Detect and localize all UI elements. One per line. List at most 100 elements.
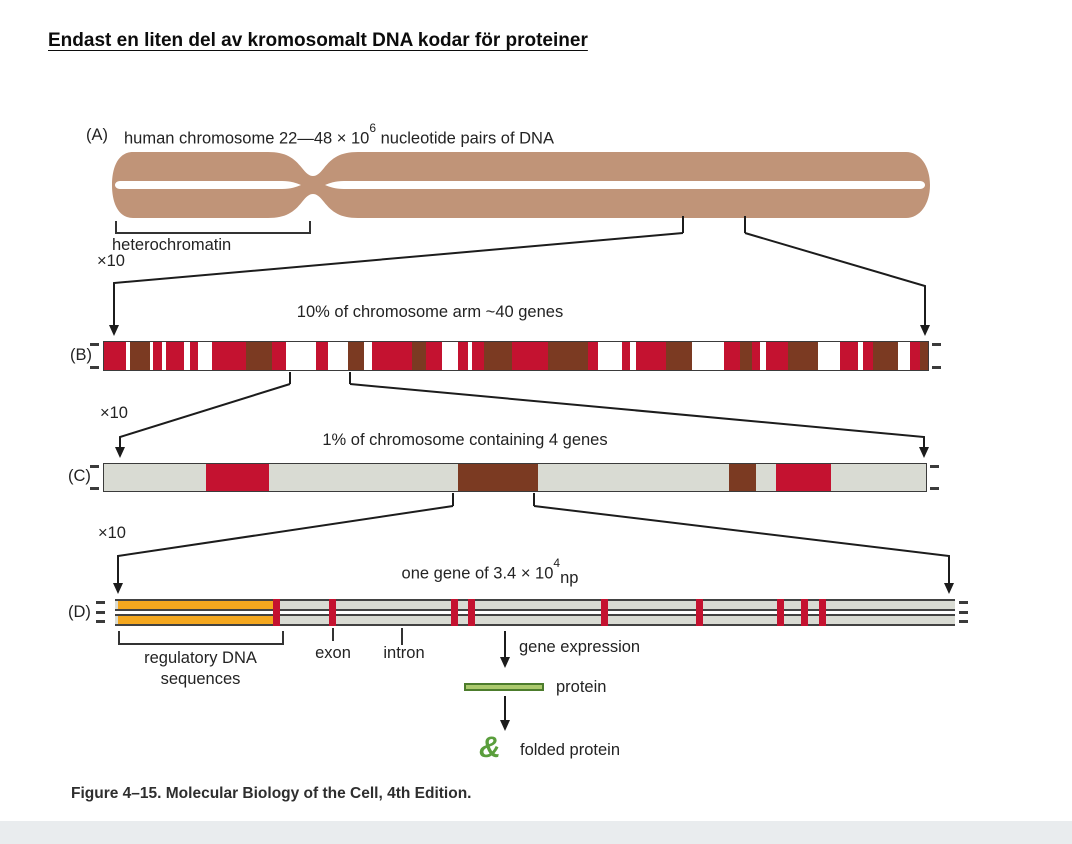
panel-a-title-text: human chromosome 22—48 × 10 bbox=[124, 129, 370, 148]
slide-title: Endast en liten del av kromosomalt DNA k… bbox=[48, 30, 588, 51]
bar-segment bbox=[246, 342, 272, 370]
panel-c-label: (C) bbox=[68, 467, 91, 485]
bar-segment bbox=[458, 464, 538, 491]
bar-segment bbox=[692, 342, 724, 370]
bar-segment bbox=[548, 342, 588, 370]
continuation-dash bbox=[959, 611, 968, 614]
bar-segment bbox=[484, 342, 512, 370]
bar-segment bbox=[458, 342, 468, 370]
bar-segment bbox=[920, 342, 928, 370]
bar-segment bbox=[104, 464, 206, 491]
dna-strand-top bbox=[115, 599, 955, 611]
folded-protein-label: folded protein bbox=[520, 741, 620, 759]
continuation-dash bbox=[932, 366, 941, 369]
dna-strand-bottom bbox=[115, 614, 955, 626]
bar-segment bbox=[472, 342, 484, 370]
continuation-dash bbox=[90, 343, 99, 346]
regulatory-label-line1: regulatory DNA bbox=[144, 649, 257, 667]
bar-segment bbox=[272, 342, 286, 370]
chromosome-illustration bbox=[112, 152, 930, 218]
bar-segment bbox=[588, 342, 598, 370]
regulatory-bracket bbox=[118, 631, 284, 645]
exon-tick bbox=[696, 599, 703, 626]
continuation-dash bbox=[932, 343, 941, 346]
bar-segment bbox=[126, 342, 130, 370]
bar-segment bbox=[910, 342, 920, 370]
exon-label: exon bbox=[315, 644, 351, 662]
folded-protein-icon: & bbox=[479, 731, 501, 764]
bar-segment bbox=[269, 464, 458, 491]
intron-label: intron bbox=[383, 644, 425, 662]
bar-segment bbox=[150, 342, 153, 370]
bar-segment bbox=[831, 464, 926, 491]
bar-segment bbox=[512, 342, 548, 370]
panel-d-title-unit: np bbox=[560, 568, 579, 587]
bar-segment bbox=[858, 342, 863, 370]
bar-segment bbox=[468, 342, 472, 370]
zoom-label-2: ×10 bbox=[100, 404, 128, 422]
bar-segment bbox=[598, 342, 622, 370]
chromosome-arm-bar bbox=[103, 341, 929, 371]
exon-tick bbox=[329, 599, 336, 626]
panel-c-title: 1% of chromosome containing 4 genes bbox=[322, 431, 608, 449]
heterochromatin-label: heterochromatin bbox=[112, 236, 232, 254]
continuation-dash bbox=[959, 620, 968, 623]
bar-segment bbox=[153, 342, 162, 370]
bar-segment bbox=[760, 342, 766, 370]
panel-a-title-suffix: nucleotide pairs of DNA bbox=[376, 129, 554, 148]
bar-segment bbox=[364, 342, 372, 370]
regulatory-region bbox=[118, 601, 275, 609]
exon-tick bbox=[468, 599, 475, 626]
panel-d-title-text: one gene of 3.4 × 10 bbox=[401, 564, 554, 583]
bar-segment bbox=[724, 342, 740, 370]
panel-b-title: 10% of chromosome arm ~40 genes bbox=[296, 303, 564, 321]
exon-tick bbox=[451, 599, 458, 626]
continuation-dash bbox=[90, 487, 99, 490]
gene-dna-bar bbox=[115, 599, 955, 626]
bar-segment bbox=[818, 342, 840, 370]
panel-d-title-exponent: 4 bbox=[553, 556, 561, 570]
bar-segment bbox=[286, 342, 316, 370]
bar-segment bbox=[766, 342, 788, 370]
continuation-dash bbox=[90, 366, 99, 369]
continuation-dash bbox=[90, 465, 99, 468]
bar-segment bbox=[538, 464, 729, 491]
bar-segment bbox=[212, 342, 246, 370]
regulatory-region bbox=[118, 616, 275, 624]
exon-tick bbox=[777, 599, 784, 626]
chromatid-gap-left bbox=[115, 181, 301, 189]
panel-a-title-exponent: 6 bbox=[369, 121, 377, 135]
regulatory-label-line2: sequences bbox=[160, 670, 241, 688]
bar-segment bbox=[863, 342, 873, 370]
bar-segment bbox=[426, 342, 442, 370]
bar-segment bbox=[622, 342, 630, 370]
bar-segment bbox=[740, 342, 752, 370]
continuation-dash bbox=[959, 601, 968, 604]
exon-tick bbox=[801, 599, 808, 626]
bar-segment bbox=[104, 342, 126, 370]
bar-segment bbox=[898, 342, 910, 370]
gene-expression-label: gene expression bbox=[519, 638, 641, 656]
heterochromatin-bracket bbox=[115, 221, 311, 234]
panel-a-label: (A) bbox=[86, 126, 108, 144]
bar-segment bbox=[162, 342, 166, 370]
exon-pointer-line bbox=[332, 628, 334, 641]
bar-segment bbox=[348, 342, 364, 370]
bar-segment bbox=[206, 464, 269, 491]
zoom-line-a-right bbox=[744, 232, 930, 336]
bar-segment bbox=[666, 342, 692, 370]
chromatid-gap-right bbox=[325, 181, 925, 189]
bar-segment bbox=[729, 464, 756, 491]
panel-d-title: one gene of 3.4 × 104np bbox=[270, 556, 710, 587]
exon-tick bbox=[273, 599, 280, 626]
bar-segment bbox=[198, 342, 212, 370]
zoom-label-3: ×10 bbox=[98, 524, 126, 542]
bar-segment bbox=[630, 342, 636, 370]
bar-segment bbox=[840, 342, 858, 370]
continuation-dash bbox=[96, 611, 105, 614]
panel-b-label: (B) bbox=[70, 346, 92, 364]
bar-segment bbox=[166, 342, 184, 370]
bar-segment bbox=[184, 342, 190, 370]
bar-segment bbox=[776, 464, 831, 491]
